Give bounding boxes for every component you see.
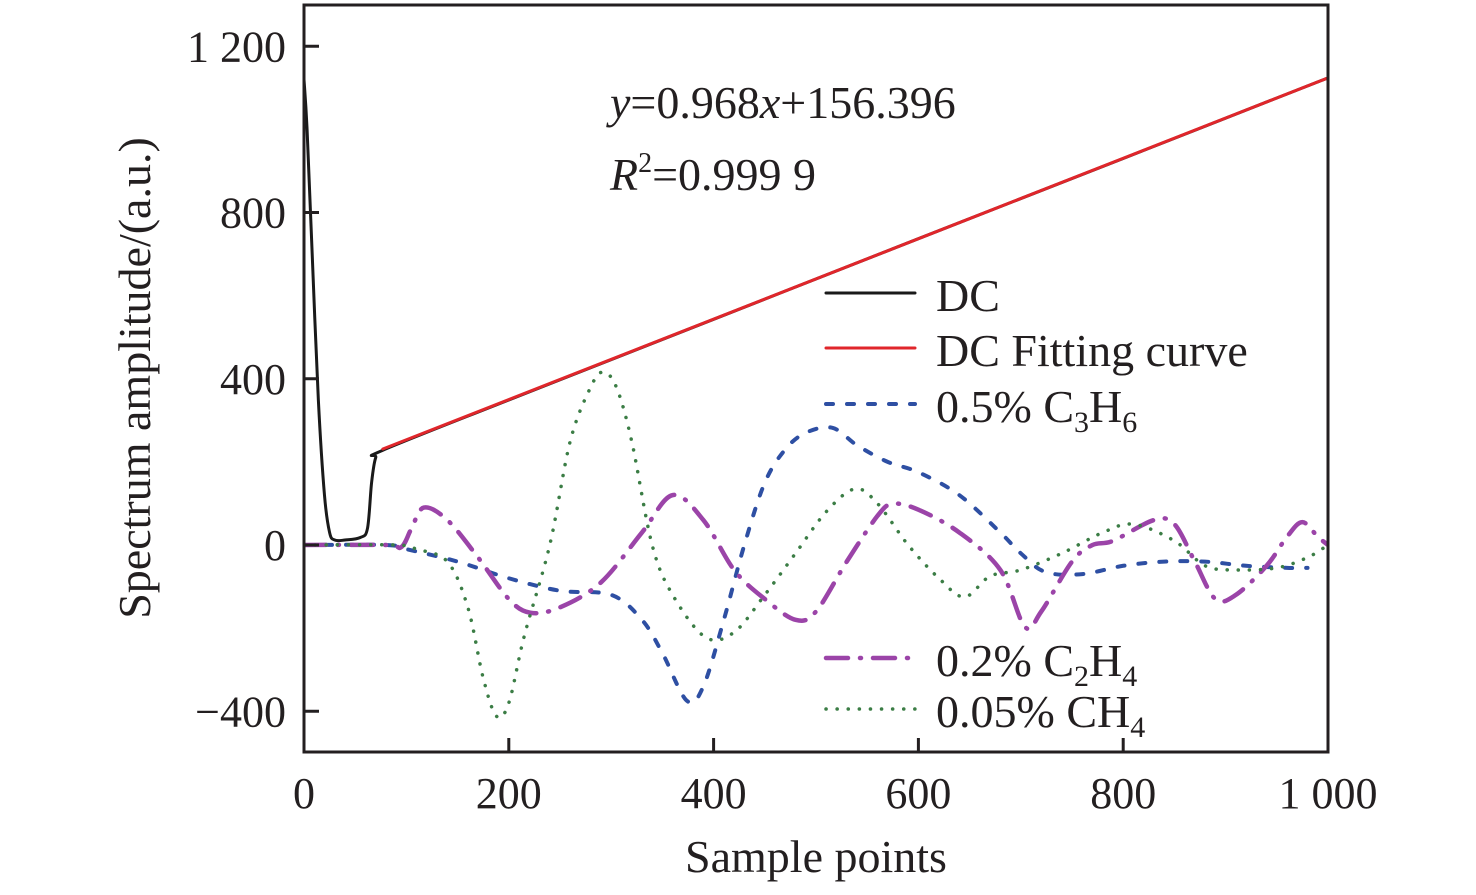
legend-item-0-2-c2h4: 0.2% C2H4 xyxy=(823,635,1137,693)
x-tick-label: 0 xyxy=(293,769,315,818)
legend-label: 0.5% C3H6 xyxy=(936,381,1137,439)
legend-item-0-5-c3h6: 0.5% C3H6 xyxy=(824,381,1137,439)
r2-superscript: 2 xyxy=(638,148,652,179)
legend-label: 0.2% C2H4 xyxy=(936,635,1137,693)
x-tick-label: 400 xyxy=(681,769,747,818)
series-line-0-2-c2h4 xyxy=(304,492,1328,632)
legend-item-0-05-ch4: 0.05% CH4 xyxy=(824,686,1145,744)
y-tick-label: −400 xyxy=(195,687,286,736)
x-tick-label: 600 xyxy=(885,769,951,818)
y-tick-label: 800 xyxy=(220,189,286,238)
y-tick-label: 400 xyxy=(220,355,286,404)
legend-label: DC xyxy=(936,270,1000,321)
series-line-0-05-ch4 xyxy=(304,370,1328,720)
fit-equation: y=0.968x+156.396 xyxy=(606,77,956,128)
y-tick-label: 0 xyxy=(264,521,286,570)
r-squared: R2=0.999 9 xyxy=(609,148,816,200)
equation-y: y xyxy=(606,77,631,128)
x-tick-label: 800 xyxy=(1090,769,1156,818)
y-axis-title: Spectrum amplitude/(a.u.) xyxy=(109,137,160,619)
y-tick-label: 1 200 xyxy=(187,22,286,71)
series-layer xyxy=(304,76,1328,720)
r2-r: R xyxy=(609,149,638,200)
series-line-0-5-c3h6 xyxy=(304,425,1310,705)
x-axis-title: Sample points xyxy=(685,831,947,882)
series-line-dc xyxy=(304,76,1328,543)
legend-label: DC Fitting curve xyxy=(936,325,1248,376)
legend-item-dc: DC xyxy=(824,270,1000,321)
series-line-dc-fitting-curve xyxy=(381,76,1328,451)
equation-intercept: +156.396 xyxy=(780,77,955,128)
x-tick-label: 1 000 xyxy=(1279,769,1378,818)
r2-value: =0.999 9 xyxy=(652,149,816,200)
legend-label: 0.05% CH4 xyxy=(936,686,1145,744)
legend-item-dc-fitting-curve: DC Fitting curve xyxy=(824,325,1248,376)
equation-slope: =0.968 xyxy=(630,77,759,128)
equation-x: x xyxy=(759,77,781,128)
x-tick-label: 200 xyxy=(476,769,542,818)
